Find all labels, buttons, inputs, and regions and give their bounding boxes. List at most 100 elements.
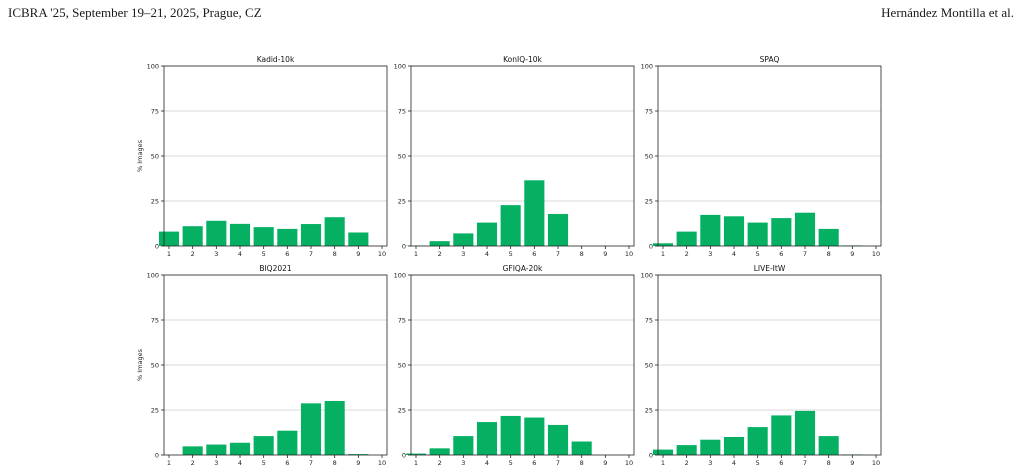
x-tick-label: 3	[461, 459, 465, 467]
x-tick-label: 3	[214, 250, 218, 258]
bar	[818, 436, 839, 455]
bar	[700, 214, 721, 246]
x-tick-label: 9	[356, 250, 360, 258]
bar	[794, 212, 816, 246]
x-tick-label: 6	[532, 459, 536, 467]
bar	[429, 448, 450, 455]
x-tick-label: 1	[414, 459, 418, 467]
x-tick-label: 5	[756, 459, 760, 467]
chart-title: GFIQA-20k	[503, 264, 543, 273]
bar	[723, 437, 745, 455]
y-tick-label: 100	[147, 272, 159, 280]
x-tick-label: 7	[803, 459, 807, 467]
page-header: ICBRA '25, September 19–21, 2025, Prague…	[0, 0, 1020, 24]
y-tick-label: 25	[645, 407, 653, 415]
x-tick-label: 1	[414, 250, 418, 258]
y-tick-label: 100	[147, 63, 159, 71]
x-tick-label: 3	[708, 250, 712, 258]
chart-title: BIQ2021	[259, 264, 292, 273]
bar	[747, 222, 768, 246]
y-tick-label: 100	[641, 63, 653, 71]
x-tick-label: 8	[333, 459, 337, 467]
bar	[453, 233, 474, 246]
x-tick-label: 2	[685, 250, 689, 258]
bar	[771, 415, 792, 455]
bar	[158, 231, 180, 246]
x-tick-label: 4	[485, 250, 489, 258]
x-tick-label: 8	[333, 250, 337, 258]
x-tick-label: 2	[438, 459, 442, 467]
bar	[524, 180, 545, 246]
x-tick-label: 8	[827, 459, 831, 467]
x-tick-label: 8	[580, 459, 584, 467]
bar	[182, 226, 203, 246]
y-tick-label: 75	[398, 108, 406, 116]
x-tick-label: 8	[827, 250, 831, 258]
y-tick-label: 0	[649, 243, 653, 251]
y-tick-label: 25	[151, 407, 159, 415]
bar	[253, 436, 274, 455]
x-tick-label: 1	[661, 250, 665, 258]
x-tick-label: 2	[191, 459, 195, 467]
x-tick-label: 6	[779, 459, 783, 467]
x-tick-label: 9	[850, 250, 854, 258]
x-tick-label: 7	[309, 250, 313, 258]
y-tick-label: 75	[151, 108, 159, 116]
x-tick-label: 10	[872, 459, 880, 467]
y-tick-label: 50	[645, 153, 653, 161]
y-tick-label: 75	[398, 317, 406, 325]
x-tick-label: 5	[509, 250, 513, 258]
bar	[206, 220, 227, 246]
y-tick-label: 25	[645, 198, 653, 206]
bar	[229, 223, 251, 246]
x-tick-label: 9	[603, 459, 607, 467]
bar	[277, 430, 298, 455]
bar	[547, 424, 569, 455]
bar	[453, 436, 474, 455]
y-tick-label: 0	[155, 243, 159, 251]
bar	[429, 241, 450, 246]
y-tick-label: 100	[394, 272, 406, 280]
bar	[300, 403, 322, 455]
bar	[547, 213, 569, 246]
y-tick-label: 50	[151, 153, 159, 161]
x-tick-label: 9	[603, 250, 607, 258]
x-tick-label: 3	[708, 459, 712, 467]
x-tick-label: 2	[191, 250, 195, 258]
x-tick-label: 4	[238, 459, 242, 467]
y-tick-label: 75	[151, 317, 159, 325]
y-tick-label: 50	[398, 153, 406, 161]
y-tick-label: 0	[402, 243, 406, 251]
chart-panel-3: 0 25 50 75 100 1 2 3 4 5 6 7 8 9 10 SPAQ	[641, 55, 882, 258]
bar	[500, 415, 521, 455]
conference-info: ICBRA '25, September 19–21, 2025, Prague…	[8, 5, 262, 20]
chart-panel-6: 0 25 50 75 100 1 2 3 4 5 6 7 8 9 10 LIVE-ItW	[641, 264, 882, 467]
x-tick-label: 8	[580, 250, 584, 258]
x-tick-label: 1	[661, 459, 665, 467]
x-tick-label: 4	[732, 250, 736, 258]
x-tick-label: 3	[461, 250, 465, 258]
chart-title: SPAQ	[760, 55, 780, 64]
bar	[277, 228, 298, 246]
x-tick-label: 7	[309, 459, 313, 467]
y-tick-label: 0	[402, 452, 406, 460]
y-tick-label: 25	[398, 198, 406, 206]
y-tick-label: 100	[394, 63, 406, 71]
x-tick-label: 6	[779, 250, 783, 258]
x-tick-label: 10	[625, 459, 633, 467]
y-tick-label: 0	[155, 452, 159, 460]
bar	[794, 410, 816, 455]
y-tick-label: 0	[649, 452, 653, 460]
bar	[253, 227, 274, 246]
chart-panel-4: 0 25 50 75 100 1 2 3 4 5 6 7 8 9 10 BIQ2021 % Images	[136, 264, 388, 467]
bar	[206, 444, 227, 455]
bar	[700, 439, 721, 455]
y-tick-label: 50	[398, 362, 406, 370]
x-tick-label: 9	[356, 459, 360, 467]
x-tick-label: 7	[803, 250, 807, 258]
bar	[676, 445, 697, 455]
y-tick-label: 100	[641, 272, 653, 280]
x-tick-label: 4	[485, 459, 489, 467]
x-tick-label: 2	[438, 250, 442, 258]
